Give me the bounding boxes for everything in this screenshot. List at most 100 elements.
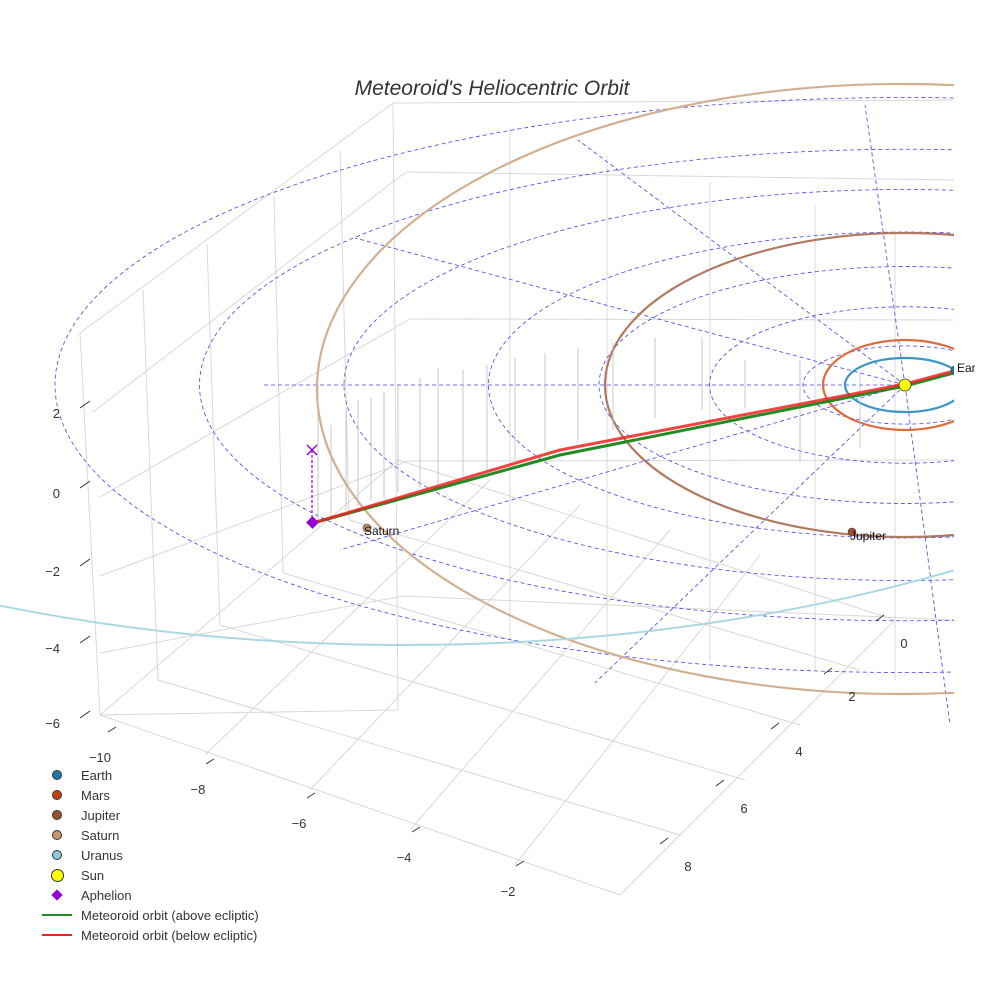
legend: Earth Mars Jupiter Saturn Uranus Sun Aphelion M… (40, 765, 259, 945)
legend-line-swatch (42, 934, 72, 936)
x-tick-label: −4 (397, 850, 412, 865)
mars-orbit (821, 338, 954, 432)
jupiter-marker (847, 527, 857, 537)
aphelion-marker (306, 516, 319, 529)
grid-line-x (206, 243, 221, 626)
legend-symbol (40, 825, 74, 845)
x-tick-mark (107, 726, 117, 733)
grid-line-x (142, 289, 159, 681)
y-tick-mark (770, 722, 780, 730)
grid-line-z (99, 460, 409, 577)
grid-line-floor (514, 554, 761, 866)
meteoroid-orbit-below (312, 369, 954, 525)
legend-label: Uranus (81, 847, 123, 863)
legend-item[interactable]: Earth (40, 765, 259, 785)
z-tick-mark (79, 635, 91, 644)
grid-line-floor (409, 529, 671, 831)
x-tick-mark (306, 792, 316, 799)
grid-layer (79, 99, 955, 896)
grid-line-floor (309, 504, 581, 791)
legend-symbol (40, 805, 74, 825)
legend-item[interactable]: Saturn (40, 825, 259, 845)
x-tick-label: −8 (191, 782, 206, 797)
legend-item[interactable]: Uranus (40, 845, 259, 865)
aphelion-x-marker (306, 444, 318, 456)
grid-line-floor (282, 572, 801, 726)
jupiter-label: Jupiter (850, 529, 886, 543)
legend-symbol (40, 785, 74, 805)
legend-line-swatch (42, 914, 72, 916)
text-layer: Meteoroid's Heliocentric Orbit 2 0 −2 −4 −6 −1… (45, 77, 984, 899)
grid-line-floor (99, 459, 399, 716)
uranus-orbit (0, 569, 954, 646)
grid-line-x (79, 332, 101, 716)
grid-line-z (392, 99, 955, 104)
ecliptic-spoke (354, 237, 906, 386)
legend-label: Meteoroid orbit (below ecliptic) (81, 927, 258, 943)
x-tick-mark (515, 860, 525, 867)
legend-symbol (40, 885, 74, 905)
y-tick-mark (875, 614, 885, 622)
z-tick-label: −6 (45, 716, 60, 731)
legend-symbol (40, 925, 74, 945)
ecliptic-spoke (864, 104, 906, 386)
y-tick-label: 2 (848, 689, 855, 704)
legend-item[interactable]: Mars (40, 785, 259, 805)
grid-line-z (407, 459, 955, 462)
grid-line-z (99, 318, 411, 498)
ecliptic-spoke (594, 384, 906, 684)
x-tick-label: −2 (501, 884, 516, 899)
z-tick-mark (79, 558, 91, 567)
z-tick-mark (79, 480, 91, 489)
x-tick-label: −10 (89, 750, 111, 765)
ecliptic-spoke (577, 139, 906, 386)
meteoroid-orbit-above (312, 371, 954, 525)
grid-line-floor (99, 714, 621, 896)
legend-label: Jupiter (81, 807, 121, 823)
ecliptic-ring (709, 306, 954, 464)
sun-marker (898, 378, 912, 392)
legend-item[interactable]: Meteoroid orbit (below ecliptic) (40, 925, 259, 945)
earth-marker (950, 365, 954, 375)
legend-marker-swatch (52, 770, 62, 780)
saturn-label: Saturn (364, 524, 399, 538)
legend-item[interactable]: Sun (40, 865, 259, 885)
legend-label: Meteoroid orbit (above ecliptic) (81, 907, 259, 923)
legend-item[interactable]: Meteoroid orbit (above ecliptic) (40, 905, 259, 925)
grid-line-z (409, 318, 955, 321)
legend-item[interactable]: Aphelion (40, 885, 259, 905)
legend-marker-swatch (52, 830, 62, 840)
saturn-orbit (316, 82, 954, 696)
marks-layer (306, 337, 954, 537)
legend-label: Aphelion (81, 887, 132, 903)
grid-line-floor (348, 519, 861, 671)
y-tick-mark (715, 779, 725, 787)
grid-line-floor (219, 624, 746, 781)
z-tick-mark (79, 400, 91, 409)
y-tick-label: 8 (684, 859, 691, 874)
legend-marker-swatch (52, 850, 62, 860)
z-tick-label: 0 (53, 486, 60, 501)
grid-line-z (79, 102, 394, 334)
x-tick-label: −6 (292, 816, 307, 831)
grid-line-x (273, 195, 284, 574)
y-tick-label: 0 (900, 636, 907, 651)
legend-item[interactable]: Jupiter (40, 805, 259, 825)
legend-symbol (40, 845, 74, 865)
y-tick-label: 4 (795, 744, 802, 759)
legend-symbol (40, 765, 74, 785)
orbits-layer (0, 82, 954, 726)
legend-marker-swatch (51, 889, 63, 901)
legend-label: Mars (81, 787, 110, 803)
grid-line-floor (204, 479, 491, 756)
legend-label: Saturn (81, 827, 120, 843)
grid-line-floor (397, 459, 896, 621)
saturn-marker (362, 523, 372, 533)
grid-line-z (405, 171, 955, 181)
legend-symbol (40, 905, 74, 925)
y-tick-mark (823, 667, 833, 675)
x-tick-mark (205, 758, 215, 765)
grid-line-x (392, 102, 399, 711)
earth-label: Earth (957, 361, 984, 375)
